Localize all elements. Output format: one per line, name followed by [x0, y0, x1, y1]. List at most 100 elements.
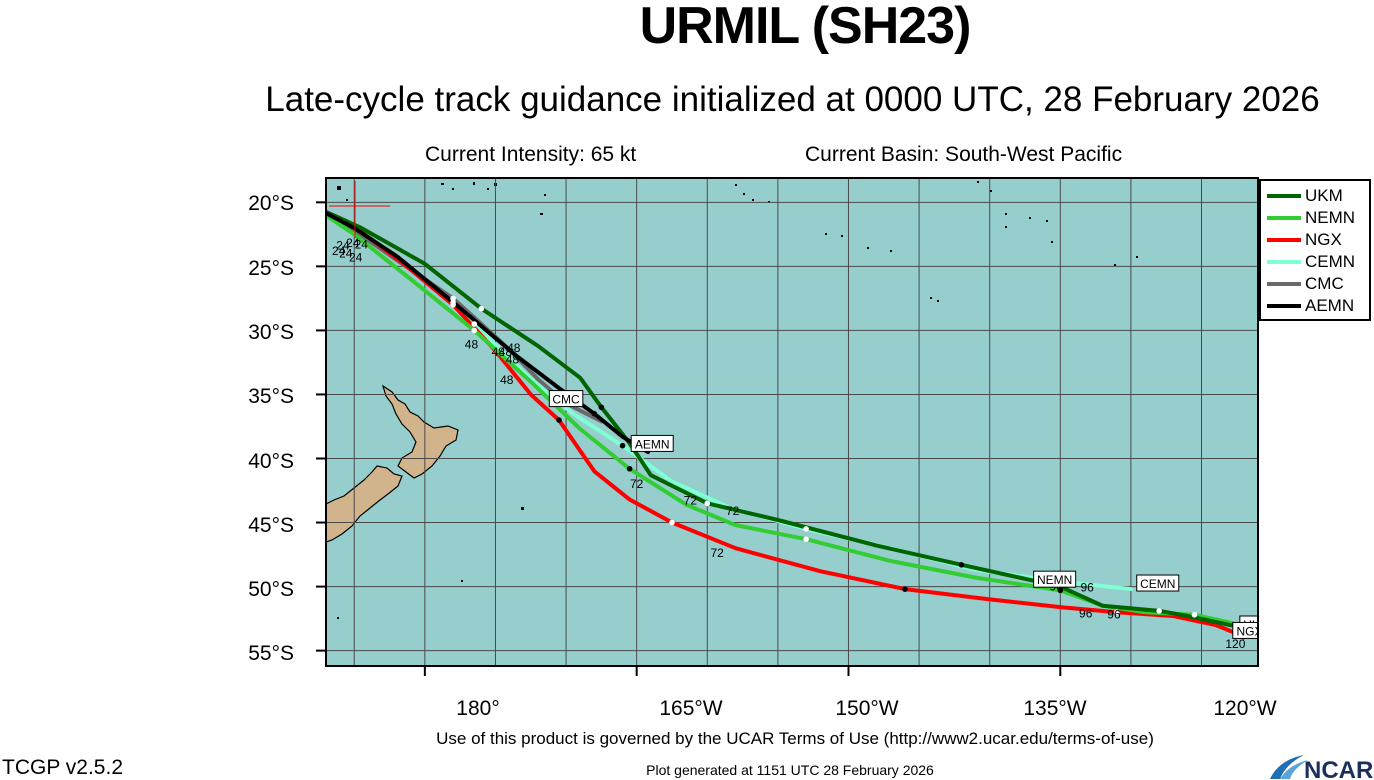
legend-item: AEMN [1261, 295, 1369, 317]
forecast-hour-label: 48 [492, 345, 506, 359]
forecast-hour-label: 72 [630, 477, 644, 491]
legend-swatch-ukm [1267, 194, 1301, 198]
legend-item: CMC [1261, 273, 1369, 295]
track-nemn [326, 212, 1258, 633]
lat-label: 25°S [248, 257, 294, 280]
legend-swatch-cmc [1267, 282, 1301, 286]
track-position-dot [478, 305, 485, 312]
forecast-hour-label: 24 [355, 237, 369, 251]
model-end-label: NGX [1232, 621, 1263, 639]
model-end-labels: CMCAEMNNEMNCEMNUKMNGX [548, 390, 1263, 639]
lat-label: 45°S [248, 514, 294, 537]
current-basin: Current Basin: South-West Pacific [805, 143, 1123, 166]
model-end-label: AEMN [630, 434, 674, 452]
current-position-marker [329, 181, 390, 238]
forecast-hour-label: 96 [1080, 581, 1094, 595]
legend-item: NEMN [1261, 207, 1369, 229]
terms-of-use: Use of this product is governed by the U… [436, 729, 1154, 748]
track-position-dot [556, 417, 562, 423]
track-position-dot [591, 410, 598, 417]
lon-label: 150°W [835, 697, 899, 720]
forecast-hour-label: 48 [465, 337, 479, 351]
lon-label: 165°W [659, 697, 723, 720]
forecast-hour-label: 72 [726, 504, 740, 518]
end-label-text: AEMN [635, 437, 670, 451]
legend-label: NGX [1305, 230, 1342, 249]
version-label: TCGP v2.5.2 [2, 756, 123, 779]
legend: UKM NEMN NGX CEMN CMC AEMN [1259, 179, 1371, 321]
forecast-hour-label: 24 [339, 246, 353, 260]
track-position-dot [471, 321, 478, 327]
track-position-dot [1057, 587, 1064, 594]
track-position-dot [450, 295, 456, 302]
legend-label: CEMN [1305, 252, 1356, 271]
end-label-box [630, 434, 674, 452]
end-label-box [1232, 621, 1258, 639]
forecast-hour-label: 24 [332, 244, 346, 258]
end-label-text: NGX [1237, 624, 1263, 638]
lat-label: 55°S [248, 642, 294, 665]
forecast-hour-label: 24 [346, 236, 360, 250]
track-position-dot [471, 327, 478, 334]
track-position-dot [803, 526, 809, 532]
forecast-hour-label: 24 [349, 250, 363, 264]
page-subtitle: Late-cycle track guidance initialized at… [265, 80, 1320, 119]
lon-label: 135°W [1023, 697, 1087, 720]
legend-item: CEMN [1261, 251, 1369, 273]
map-frame [325, 177, 1259, 667]
end-label-box [1033, 570, 1077, 588]
end-label-text: NEMN [1037, 573, 1072, 587]
legend-label: NEMN [1305, 208, 1356, 227]
lat-label: 30°S [248, 321, 294, 344]
forecast-hour-label: 24 [336, 239, 350, 253]
lon-label: 120°W [1213, 697, 1277, 720]
forecast-hour-label: 120 [1225, 637, 1245, 651]
current-intensity: Current Intensity: 65 kt [425, 143, 637, 166]
lat-label: 35°S [248, 385, 294, 408]
generated-timestamp: Plot generated at 1151 UTC 28 February 2… [646, 762, 934, 778]
end-label-text: CEMN [1140, 577, 1175, 591]
lon-label: 180° [456, 697, 500, 720]
lat-label: 40°S [248, 450, 294, 473]
forecast-hour-label: 96 [1107, 608, 1121, 622]
ocean [326, 178, 1258, 666]
current-position-dot [305, 200, 315, 210]
ncar-logo: NCAR [1270, 755, 1373, 780]
forecast-hour-label: 48 [507, 341, 521, 355]
forecast-hour-label: 72 [684, 494, 698, 508]
legend-swatch-nemn [1267, 216, 1301, 220]
forecast-hour-label: 72 [710, 546, 724, 560]
legend-swatch-aemn [1267, 304, 1301, 308]
lat-label: 50°S [248, 578, 294, 601]
track-position-dot [1191, 611, 1198, 618]
end-label-box [1136, 574, 1180, 592]
track-position-dot [619, 442, 626, 449]
forecast-hour-label: 48 [500, 373, 514, 387]
forecast-hour-label: 48 [506, 353, 520, 367]
track-position-dot [598, 404, 605, 411]
legend-swatch-cemn [1267, 260, 1301, 264]
north-island [381, 384, 459, 479]
end-label-text: CMC [552, 393, 580, 407]
track-position-dot [450, 299, 456, 306]
legend-item: NGX [1261, 229, 1369, 251]
legend-label: CMC [1305, 274, 1344, 293]
track-position-dot [669, 519, 675, 526]
end-label-box [548, 390, 584, 408]
model-end-label: NEMN [1033, 570, 1077, 588]
grid-lines [326, 178, 1258, 666]
legend-item: UKM [1261, 185, 1369, 207]
legend-swatch-ngx [1267, 238, 1301, 242]
forecast-hour-label: 48 [499, 345, 513, 359]
forecast-hour-label: 96 [1079, 606, 1093, 620]
page-title: URMIL (SH23) [639, 0, 972, 55]
axis-ticks [316, 201, 1062, 676]
track-position-dot [958, 562, 965, 568]
track-position-dot [626, 465, 633, 472]
model-end-label: CMC [548, 390, 584, 408]
track-position-dot [1113, 609, 1120, 616]
legend-label: AEMN [1305, 296, 1355, 315]
track-position-dot [704, 500, 711, 507]
model-end-label: CEMN [1136, 574, 1180, 592]
